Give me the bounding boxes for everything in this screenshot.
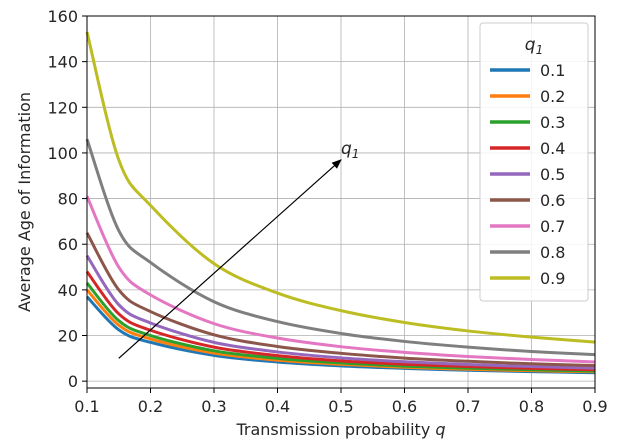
y-axis-label: Average Age of Information [15, 92, 34, 312]
x-tick-label: 0.9 [582, 397, 607, 416]
x-tick-label: 0.4 [265, 397, 290, 416]
series-line-0.8 [85, 138, 596, 357]
legend-title: q1 [525, 35, 543, 57]
y-tick-label: 140 [47, 53, 78, 72]
series-lines [85, 31, 596, 375]
x-tick-label: 0.2 [138, 397, 163, 416]
series-line-0.4 [85, 270, 596, 372]
x-axis-label: Transmission probability q [235, 420, 445, 439]
legend-label-0.8: 0.8 [540, 243, 565, 262]
y-tick-label: 40 [58, 281, 78, 300]
series-line-0.9 [85, 31, 596, 344]
series-line-0.6 [85, 232, 596, 368]
y-tick-label: 0 [68, 372, 78, 391]
y-tick-label: 80 [58, 190, 78, 209]
legend-label-0.9: 0.9 [540, 269, 565, 288]
legend-label-0.3: 0.3 [540, 113, 565, 132]
y-tick-label: 60 [58, 235, 78, 254]
legend-box [479, 22, 589, 302]
legend: q1 0.1 0.2 0.3 0.4 0.5 0.6 0.7 0.8 0.9 [479, 22, 589, 302]
legend-label-0.6: 0.6 [540, 191, 565, 210]
legend-label-0.5: 0.5 [540, 165, 565, 184]
legend-label-0.1: 0.1 [540, 61, 565, 80]
trend-arrow [118, 159, 342, 359]
x-tick-label: 0.3 [201, 397, 226, 416]
q1-trend-annotation: q1 [118, 139, 359, 359]
x-tick-label: 0.5 [328, 397, 353, 416]
legend-label-0.4: 0.4 [540, 139, 565, 158]
x-tick-label: 0.8 [519, 397, 544, 416]
x-tick-label: 0.7 [455, 397, 480, 416]
y-tick-label: 120 [47, 98, 78, 117]
x-axis-ticks: 0.1 0.2 0.3 0.4 0.5 0.6 0.7 0.8 0.9 [74, 388, 608, 416]
legend-label-0.7: 0.7 [540, 217, 565, 236]
x-tick-label: 0.6 [392, 397, 417, 416]
series-line-0.7 [85, 195, 596, 364]
y-tick-label: 20 [58, 327, 78, 346]
y-axis-ticks: 0 20 40 60 80 100 120 140 160 [47, 7, 87, 391]
legend-items: 0.1 0.2 0.3 0.4 0.5 0.6 0.7 0.8 0.9 [490, 61, 565, 288]
trend-arrow-label: q1 [341, 139, 359, 161]
legend-label-0.2: 0.2 [540, 87, 565, 106]
series-line-0.5 [85, 254, 596, 370]
y-tick-label: 100 [47, 144, 78, 163]
y-tick-label: 160 [47, 7, 78, 26]
x-tick-label: 0.1 [74, 397, 99, 416]
